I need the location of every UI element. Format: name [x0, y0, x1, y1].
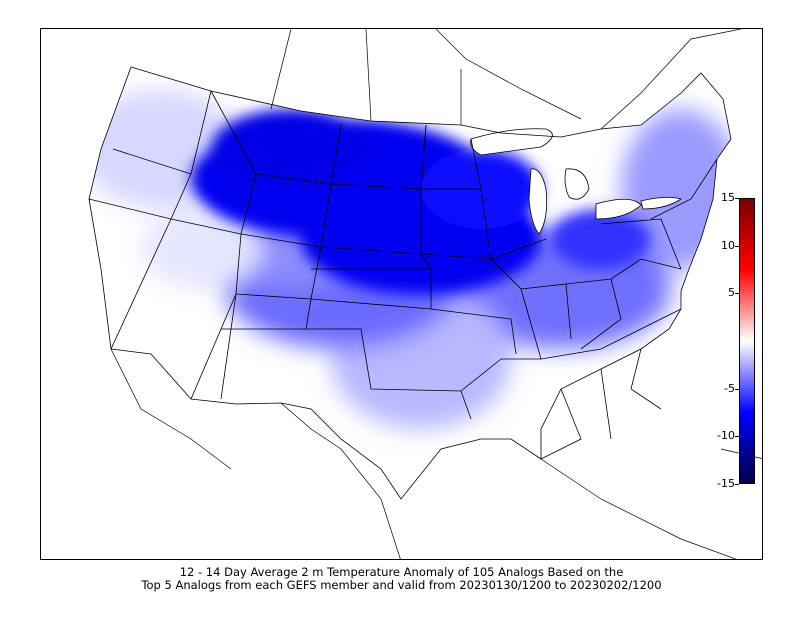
caption-line-2: Top 5 Analogs from each GEFS member and … — [141, 578, 662, 592]
colorbar — [739, 198, 755, 484]
anomaly-field — [89, 67, 731, 499]
colorbar-tick-label: 10 — [721, 238, 735, 252]
colorbar-tick-mark — [735, 293, 739, 295]
colorbar-tick-label: -5 — [724, 381, 735, 395]
neighbor-borders — [110, 29, 762, 559]
figure-caption: 12 - 14 Day Average 2 m Temperature Anom… — [0, 566, 803, 592]
caption-line-1: 12 - 14 Day Average 2 m Temperature Anom… — [179, 565, 624, 579]
colorbar-tick-mark — [735, 198, 739, 199]
great-lakes — [470, 128, 682, 235]
colorbar-tick-mark — [735, 245, 739, 247]
colorbar-tick-label: 15 — [721, 191, 735, 204]
colorbar-tick-label: -10 — [717, 429, 735, 443]
colorbar-tick-label: 5 — [728, 286, 735, 300]
anomaly-map — [88, 29, 762, 559]
colorbar-tick-label: -15 — [717, 477, 735, 490]
colorbar-tick-mark — [735, 484, 739, 485]
map-panel — [40, 28, 763, 560]
state-borders — [88, 66, 732, 500]
colorbar-tick-mark — [735, 436, 739, 438]
colorbar-tick-mark — [735, 388, 739, 390]
